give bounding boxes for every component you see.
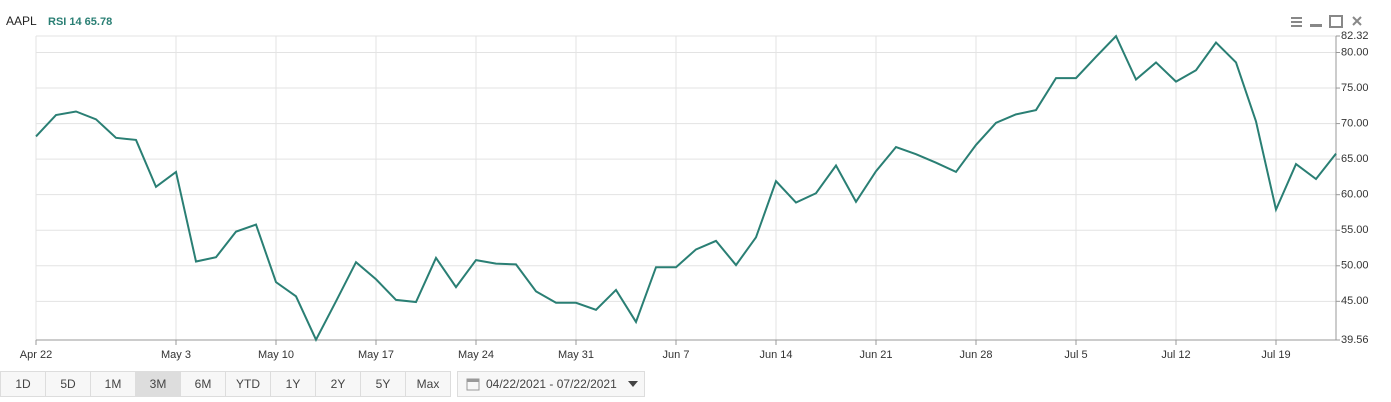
y-tick-label: 60.00	[1341, 189, 1369, 201]
range-button[interactable]: 3M	[135, 371, 181, 397]
range-button[interactable]: 5D	[45, 371, 91, 397]
calendar-icon	[466, 378, 480, 391]
x-tick-label: May 17	[358, 349, 394, 361]
x-tick-label: May 3	[161, 349, 191, 361]
range-button[interactable]: 1D	[0, 371, 46, 397]
range-button[interactable]: 1M	[90, 371, 136, 397]
x-tick-label: May 24	[458, 349, 494, 361]
x-tick-label: Jun 21	[859, 349, 892, 361]
x-tick-label: May 31	[558, 349, 594, 361]
x-tick-label: Jun 28	[959, 349, 992, 361]
date-range: 04/22/2021 - 07/22/2021	[486, 377, 617, 391]
x-tick-label: Jul 12	[1161, 349, 1190, 361]
dropdown-arrow	[627, 381, 638, 387]
range-button[interactable]: 2Y	[315, 371, 361, 397]
y-tick-label: 82.32	[1341, 30, 1369, 42]
y-tick-label: 39.56	[1341, 334, 1369, 346]
range-button[interactable]: 1Y	[270, 371, 316, 397]
y-tick-label: 80.00	[1341, 46, 1369, 58]
y-tick-label: 65.00	[1341, 153, 1369, 165]
y-tick-label: 55.00	[1341, 224, 1369, 236]
x-tick-label: Apr 22	[20, 349, 52, 361]
rsi-line	[35, 34, 1337, 342]
y-tick-label: 75.00	[1341, 82, 1369, 94]
x-tick-label: Jun 14	[759, 349, 792, 361]
window-icons[interactable]	[1291, 15, 1362, 28]
range-toolbar: 1D 5D 1M 3M 6M YTD 1Y 2Y 5Y Max	[0, 371, 451, 397]
range-button[interactable]: 6M	[180, 371, 226, 397]
x-tick-label: Jun 7	[663, 349, 690, 361]
y-tick-label: 50.00	[1341, 260, 1369, 272]
x-tick-label: Jul 19	[1261, 349, 1290, 361]
range-button[interactable]: 5Y	[360, 371, 406, 397]
x-tick-label: May 10	[258, 349, 294, 361]
x-tick-label: Jul 5	[1064, 349, 1087, 361]
symbol: AAPL	[6, 14, 37, 28]
y-tick-label: 45.00	[1341, 295, 1369, 307]
range-button[interactable]: YTD	[225, 371, 271, 397]
date-picker[interactable]: 04/22/2021 - 07/22/2021	[457, 371, 645, 397]
chart: AAPL RSI 14 65.78 39.56 45.00 50.00 55.00 60…	[6, 14, 1369, 361]
y-tick-label: 70.00	[1341, 117, 1369, 129]
range-button[interactable]: Max	[405, 371, 451, 397]
indicator: RSI 14 65.78	[48, 16, 112, 28]
